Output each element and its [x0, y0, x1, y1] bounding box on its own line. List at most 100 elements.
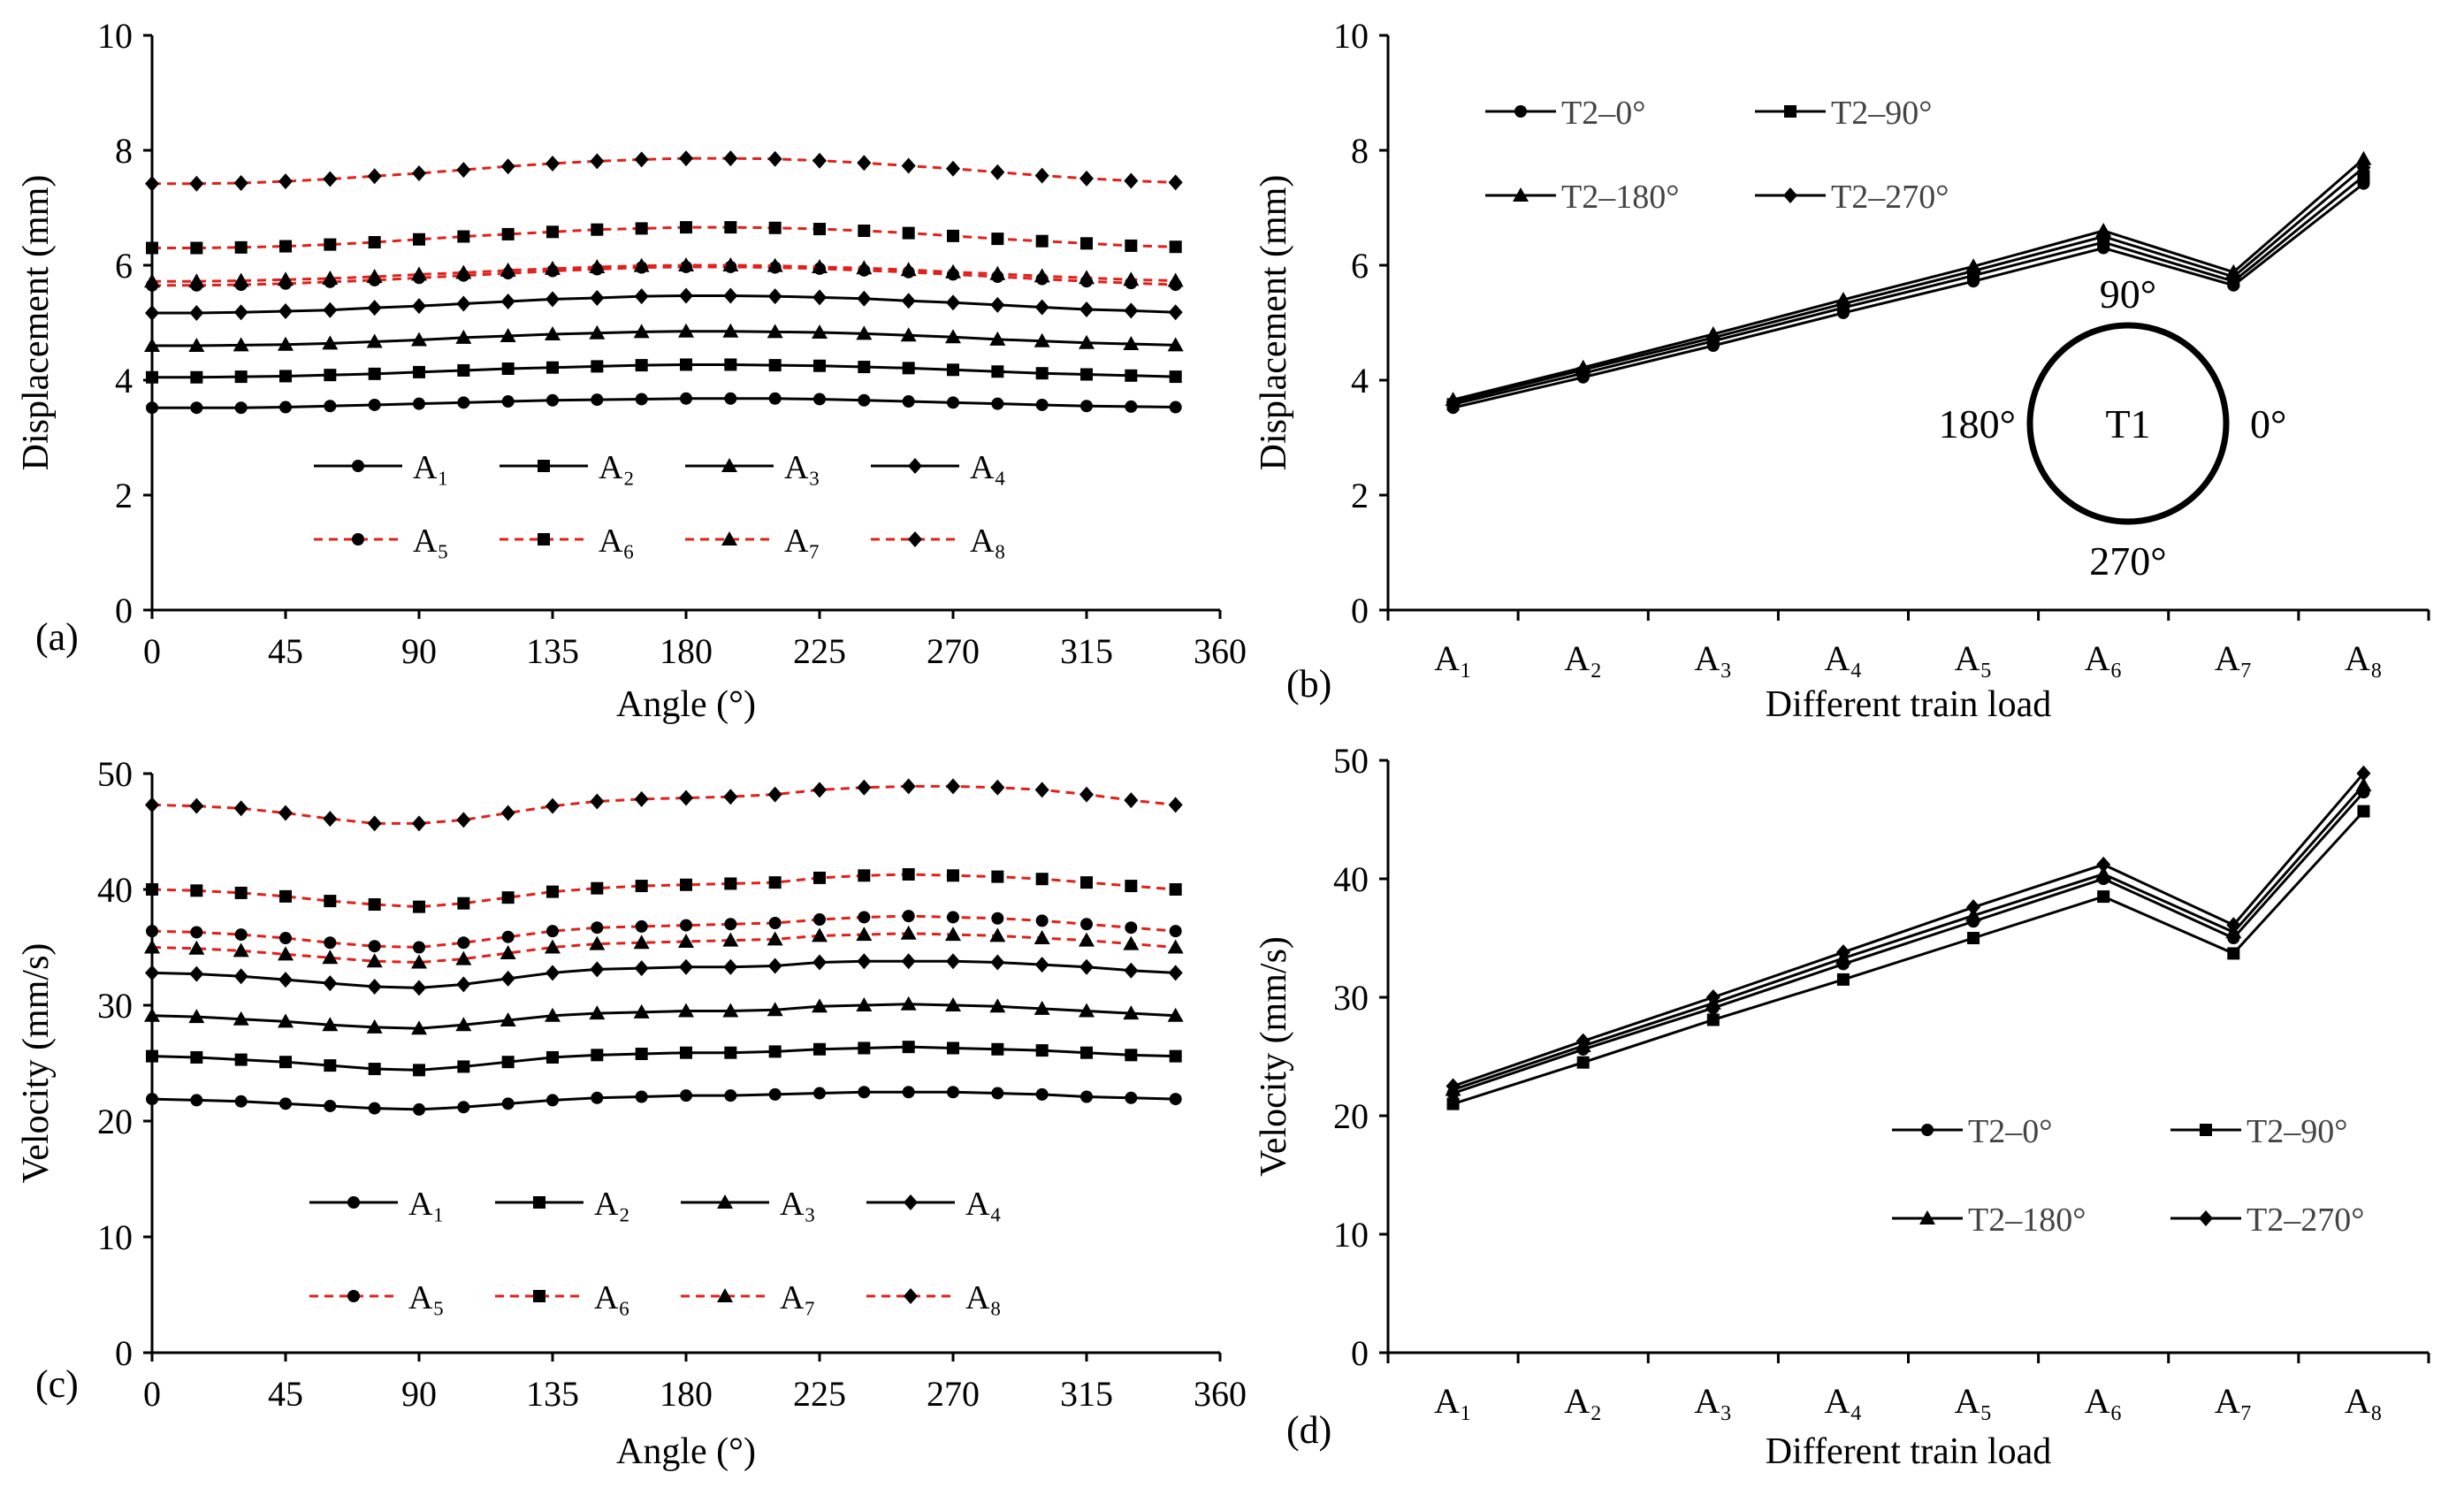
data-point — [1124, 792, 1139, 809]
series-line — [151, 1090, 1176, 1111]
data-point — [989, 998, 1006, 1013]
data-point — [1080, 368, 1093, 381]
data-point — [500, 1012, 516, 1027]
data-point — [367, 168, 382, 185]
data-point — [2226, 269, 2241, 285]
legend-marker — [1513, 187, 1529, 202]
data-point — [812, 258, 828, 273]
x-tick-label: A₇ — [2215, 1381, 2253, 1421]
series-line — [152, 362, 1176, 379]
data-point — [1446, 1097, 1460, 1110]
data-point — [990, 779, 1005, 796]
data-point — [947, 363, 959, 377]
x-tick-label: A₁ — [1434, 638, 1472, 678]
data-point — [858, 1086, 871, 1099]
series-line — [1453, 772, 2365, 1087]
x-tick-label: 315 — [1060, 1374, 1113, 1414]
data-point — [278, 303, 293, 319]
data-point — [678, 933, 694, 948]
data-point — [1125, 369, 1138, 382]
data-point — [233, 1011, 249, 1026]
data-point — [902, 867, 915, 881]
data-point — [991, 870, 1004, 883]
legend-label: A₅ — [408, 1279, 445, 1316]
data-point — [501, 1056, 515, 1069]
data-point — [412, 815, 426, 832]
data-point — [946, 953, 960, 970]
x-tick-label: A₃ — [1694, 1381, 1732, 1421]
data-point — [1169, 925, 1182, 938]
series-line — [1453, 175, 2365, 406]
data-point — [144, 939, 160, 954]
data-point — [324, 400, 337, 413]
data-point — [679, 287, 693, 304]
data-point — [589, 324, 606, 340]
data-point — [546, 361, 559, 374]
data-point — [190, 241, 203, 255]
y-tick-label: 2 — [115, 476, 133, 515]
data-point — [368, 1102, 381, 1115]
data-point — [368, 367, 381, 380]
data-point — [856, 325, 873, 340]
data-point — [1035, 367, 1049, 380]
data-point — [590, 961, 605, 978]
data-point — [146, 883, 158, 896]
data-point — [2095, 866, 2112, 881]
legend-marker — [347, 1290, 360, 1302]
data-point — [901, 157, 916, 174]
x-tick-label: A₆ — [2085, 638, 2123, 678]
data-point — [1080, 400, 1093, 413]
data-point — [1125, 400, 1138, 413]
data-point — [947, 911, 959, 924]
data-point — [813, 359, 826, 372]
legend-label: A₇ — [780, 1279, 816, 1316]
legend-label: A₂ — [594, 1186, 630, 1223]
data-point — [947, 869, 959, 882]
legend-label: A₆ — [594, 1279, 630, 1316]
data-point — [1079, 170, 1094, 187]
legend-label: T2–180° — [1561, 179, 1679, 216]
x-tick-label: A₆ — [2085, 1381, 2123, 1421]
data-point — [989, 927, 1006, 942]
data-point — [680, 919, 692, 932]
t1-circle — [2026, 322, 2230, 525]
data-point — [856, 997, 873, 1011]
data-point — [724, 1089, 737, 1102]
data-point — [456, 162, 471, 179]
series-line — [151, 959, 1176, 989]
data-point — [991, 912, 1004, 925]
data-point — [1079, 786, 1094, 803]
data-point — [368, 398, 381, 411]
panel-label: (c) — [35, 1362, 79, 1406]
data-point — [1079, 334, 1095, 349]
data-point — [413, 900, 425, 913]
t1-label: T1 — [2105, 401, 2150, 446]
data-point — [413, 365, 425, 378]
data-point — [1034, 957, 1049, 973]
data-point — [857, 290, 872, 307]
data-point — [545, 260, 561, 275]
legend-marker — [1784, 105, 1797, 118]
data-point — [946, 778, 960, 795]
data-point — [1125, 921, 1138, 935]
data-point — [1034, 332, 1050, 347]
series-line — [152, 294, 1176, 315]
data-point — [546, 393, 559, 407]
legend-marker — [538, 460, 550, 472]
data-point — [1123, 935, 1140, 950]
x-tick-label: 45 — [268, 1374, 303, 1414]
data-point — [1705, 329, 1720, 346]
data-point — [1169, 240, 1182, 254]
data-point — [279, 1056, 292, 1069]
legend-marker — [1921, 1124, 1934, 1136]
data-point — [324, 1059, 337, 1072]
legend-marker — [904, 1194, 918, 1210]
legend-label: T2–0° — [1968, 1113, 2052, 1150]
data-point — [411, 954, 427, 969]
data-point — [545, 1007, 561, 1022]
data-point — [233, 800, 248, 817]
panel-c: 0 10 20 30 40 50 0 45 90 135 180 225 270 315 360 Angle … — [16, 754, 1247, 1472]
data-point — [278, 946, 294, 961]
data-point — [856, 927, 873, 942]
y-tick-label: 50 — [97, 754, 133, 794]
